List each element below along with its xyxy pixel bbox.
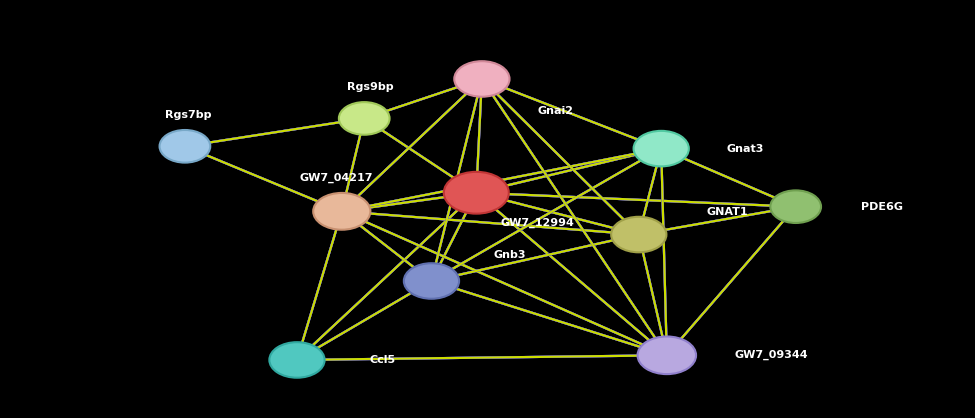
- Text: GNAT1: GNAT1: [706, 207, 748, 217]
- Text: Gnai2: Gnai2: [538, 105, 574, 115]
- Text: GW7_12994: GW7_12994: [501, 218, 575, 228]
- Ellipse shape: [454, 61, 510, 97]
- Ellipse shape: [313, 193, 370, 230]
- Text: Ccl5: Ccl5: [370, 355, 396, 365]
- Ellipse shape: [160, 130, 211, 163]
- Text: Rgs9bp: Rgs9bp: [346, 82, 393, 92]
- Text: PDE6G: PDE6G: [861, 201, 903, 212]
- Text: GW7_04217: GW7_04217: [299, 173, 373, 183]
- Ellipse shape: [269, 342, 325, 378]
- Text: GW7_09344: GW7_09344: [734, 350, 807, 360]
- Ellipse shape: [611, 217, 667, 252]
- Text: Rgs7bp: Rgs7bp: [165, 110, 212, 120]
- Ellipse shape: [404, 263, 459, 299]
- Ellipse shape: [634, 131, 688, 166]
- Ellipse shape: [770, 190, 821, 223]
- Text: Gnat3: Gnat3: [726, 144, 763, 154]
- Ellipse shape: [339, 102, 390, 135]
- Text: Gnb3: Gnb3: [493, 250, 526, 260]
- Ellipse shape: [638, 336, 696, 374]
- Ellipse shape: [444, 172, 509, 214]
